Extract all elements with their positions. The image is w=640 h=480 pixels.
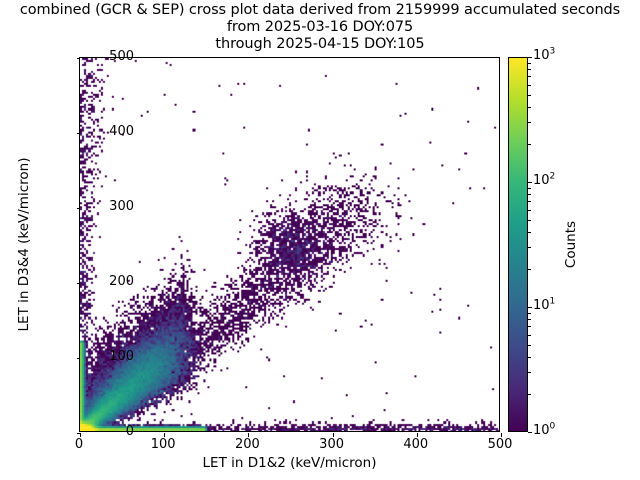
x-tick-label: 400 [403,437,429,452]
colorbar-minor-tick [528,76,531,78]
x-tick [164,433,166,437]
y-tick-label: 500 [109,49,134,64]
colorbar-minor-tick [528,187,531,189]
x-axis-label: LET in D1&2 (keV/micron) [202,455,377,471]
colorbar-minor-tick [528,334,531,336]
x-tick [416,433,418,437]
y-tick-label: 400 [109,124,134,139]
colorbar-minor-tick [528,344,531,346]
colorbar-minor-tick [528,319,531,321]
colorbar-major-tick [528,57,532,58]
colorbar-major-tick [528,307,532,308]
colorbar-minor-tick [528,194,531,196]
colorbar-major-tick [528,182,532,183]
colorbar-minor-tick [528,69,531,71]
colorbar-minor-tick [528,394,531,396]
colorbar-minor-tick [528,62,531,64]
y-tick [76,58,80,59]
colorbar-minor-tick [528,144,531,146]
x-tick-label: 300 [319,437,344,452]
colorbar-minor-tick [528,269,531,271]
y-tick-label: 300 [109,199,134,214]
colorbar-tick-label: 103 [533,46,556,63]
y-tick [76,133,80,134]
colorbar-minor-tick [528,122,531,124]
colorbar-minor-tick [528,209,531,211]
x-tick [501,433,502,437]
x-tick-label: 0 [74,437,84,452]
colorbar-minor-tick [528,94,531,96]
plot-area [76,57,502,437]
colorbar-major-tick [528,432,532,433]
colorbar-tick-label: 100 [533,421,556,438]
y-tick-label: 200 [109,274,134,289]
colorbar-gradient [509,58,527,431]
colorbar [508,57,528,432]
colorbar-minor-tick [528,106,531,108]
chart-title: combined (GCR & SEP) cross plot data der… [0,2,640,53]
y-tick [76,283,80,284]
title-line-2: from 2025-03-16 DOY:075 [226,19,414,35]
colorbar-minor-tick [528,247,531,249]
scatter-data-canvas [80,58,499,431]
y-tick [76,433,80,434]
colorbar-minor-tick [528,312,531,314]
x-tick-label: 200 [234,437,260,452]
colorbar-minor-tick [528,84,531,86]
colorbar-minor-tick [528,231,531,233]
x-tick-label: 500 [487,437,513,452]
x-tick [248,433,250,437]
y-tick-label: 100 [109,349,134,364]
title-line-1: combined (GCR & SEP) cross plot data der… [19,2,621,18]
colorbar-minor-tick [528,372,531,374]
x-tick-label: 100 [150,437,176,452]
y-tick-label: 0 [125,424,134,439]
colorbar-minor-tick [528,201,531,203]
colorbar-tick-label: 102 [533,171,556,188]
colorbar-minor-tick [528,219,531,221]
x-tick [80,433,81,437]
colorbar-minor-tick [528,356,531,358]
y-axis-label: LET in D3&4 (keV/micron) [16,157,32,332]
title-line-3: through 2025-04-15 DOY:105 [215,36,425,52]
y-tick [76,358,80,359]
y-tick [76,208,80,209]
colorbar-minor-tick [528,326,531,328]
colorbar-tick-label: 101 [533,296,556,313]
x-tick [332,433,334,437]
colorbar-label: Counts [563,220,579,269]
